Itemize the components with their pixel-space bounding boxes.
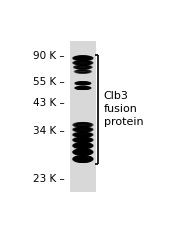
Text: 23 K –: 23 K – [33, 174, 64, 184]
Ellipse shape [73, 149, 93, 155]
Text: 90 K –: 90 K – [33, 52, 64, 61]
Ellipse shape [76, 87, 90, 89]
Ellipse shape [78, 87, 88, 89]
Ellipse shape [75, 123, 91, 127]
Ellipse shape [75, 128, 91, 132]
Ellipse shape [77, 143, 89, 148]
Ellipse shape [78, 56, 88, 60]
Ellipse shape [73, 133, 93, 137]
Ellipse shape [79, 82, 87, 84]
Ellipse shape [75, 156, 91, 162]
Ellipse shape [77, 70, 89, 73]
Ellipse shape [77, 138, 89, 142]
Ellipse shape [76, 65, 89, 69]
Ellipse shape [78, 150, 88, 155]
Ellipse shape [76, 70, 90, 73]
Ellipse shape [74, 143, 92, 148]
Ellipse shape [73, 143, 93, 148]
Ellipse shape [74, 127, 92, 132]
Ellipse shape [77, 56, 89, 60]
Ellipse shape [79, 87, 87, 89]
Ellipse shape [78, 82, 88, 85]
Ellipse shape [76, 156, 90, 162]
Ellipse shape [75, 61, 91, 65]
Ellipse shape [77, 133, 89, 137]
Ellipse shape [78, 156, 88, 162]
Ellipse shape [75, 143, 91, 148]
Text: 55 K –: 55 K – [33, 77, 64, 88]
Ellipse shape [74, 133, 92, 137]
Ellipse shape [77, 123, 89, 127]
Ellipse shape [73, 127, 93, 132]
Ellipse shape [76, 133, 90, 137]
Ellipse shape [77, 156, 89, 162]
Ellipse shape [78, 66, 88, 69]
Ellipse shape [74, 61, 92, 65]
Ellipse shape [77, 82, 88, 85]
Ellipse shape [73, 56, 93, 61]
Ellipse shape [76, 128, 90, 132]
Ellipse shape [74, 156, 92, 162]
Ellipse shape [77, 87, 89, 89]
Ellipse shape [76, 56, 90, 60]
Text: Clb3
fusion
protein: Clb3 fusion protein [104, 92, 143, 127]
Ellipse shape [74, 70, 91, 73]
Ellipse shape [79, 70, 87, 73]
Ellipse shape [78, 143, 88, 148]
Ellipse shape [74, 137, 92, 142]
Ellipse shape [75, 65, 90, 69]
Ellipse shape [77, 82, 89, 85]
Ellipse shape [77, 66, 89, 69]
Ellipse shape [78, 70, 88, 73]
Ellipse shape [78, 138, 88, 142]
Ellipse shape [74, 56, 92, 60]
Ellipse shape [76, 123, 90, 127]
Ellipse shape [75, 70, 91, 73]
Ellipse shape [77, 61, 89, 65]
Ellipse shape [74, 123, 92, 127]
Ellipse shape [73, 137, 93, 142]
Ellipse shape [74, 149, 92, 155]
Ellipse shape [75, 82, 91, 85]
Ellipse shape [75, 149, 91, 155]
Ellipse shape [76, 138, 90, 142]
Text: 43 K –: 43 K – [33, 98, 64, 108]
Ellipse shape [74, 65, 92, 69]
Ellipse shape [77, 87, 88, 89]
Ellipse shape [78, 123, 88, 127]
Bar [70, 41, 96, 192]
Ellipse shape [76, 61, 90, 65]
Ellipse shape [78, 128, 88, 131]
Ellipse shape [76, 143, 90, 148]
Ellipse shape [78, 61, 88, 65]
Ellipse shape [73, 156, 93, 162]
Text: 34 K –: 34 K – [33, 126, 64, 136]
Ellipse shape [75, 138, 91, 142]
Ellipse shape [75, 56, 91, 60]
Ellipse shape [77, 128, 89, 131]
Ellipse shape [73, 61, 93, 65]
Ellipse shape [78, 133, 88, 137]
Ellipse shape [75, 65, 91, 69]
Ellipse shape [76, 82, 90, 85]
Ellipse shape [75, 133, 91, 137]
Ellipse shape [75, 87, 91, 89]
Ellipse shape [76, 149, 90, 155]
Ellipse shape [73, 123, 93, 127]
Ellipse shape [77, 149, 89, 155]
